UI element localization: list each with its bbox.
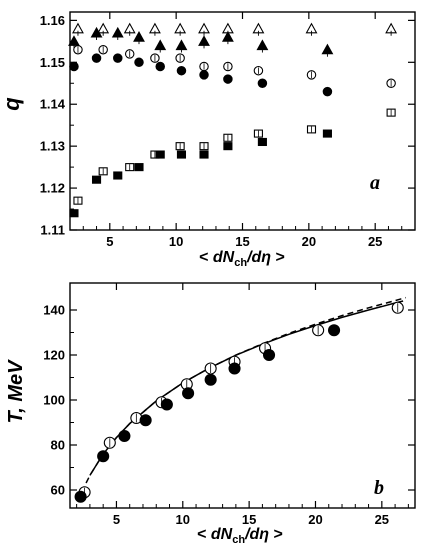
- panel-a-square-filled-point: [91, 175, 102, 184]
- panel-a-circle-filled-point: [91, 53, 102, 63]
- panel-b-letter: b: [374, 477, 384, 499]
- panel-a-square-filled-point: [69, 209, 79, 218]
- panel-a-y-tick-label: 1.11: [40, 223, 65, 238]
- panel-a-circle-filled-point: [176, 65, 187, 76]
- panel-b-x-tick-label: 5: [113, 512, 120, 527]
- panel-b: 60 80 100 120 140 5 10 15 20 25 T, MeV < dNch/dη…: [5, 282, 416, 546]
- panel-b-y-tick-label: 140: [43, 303, 65, 318]
- panel-a-x-tick-label: 15: [235, 234, 249, 249]
- panel-b-points: [74, 301, 404, 503]
- panel-b-circle-filled-point: [160, 398, 173, 411]
- panel-a-x-tick-label: 5: [106, 234, 113, 249]
- panel-b-y-tick-label: 60: [51, 483, 65, 498]
- panel-a-letter: a: [370, 172, 380, 194]
- panel-b-ylabel: T, MeV: [5, 359, 27, 424]
- panel-b-xlabel-post: >: [269, 526, 283, 543]
- panel-a: 1.11 1.12 1.13 1.14 1.15 1.16 5 10 15 20 25 q < d…: [0, 11, 416, 269]
- panel-a-xlabel-mid: /d: [246, 249, 262, 266]
- panel-b-x-tick-label: 25: [375, 512, 389, 527]
- panel-b-x-tick-label: 10: [176, 512, 190, 527]
- panel-b-circle-filled-point: [182, 387, 195, 400]
- panel-a-square-filled-point: [257, 137, 267, 147]
- panel-a-x-tick-label: 25: [368, 234, 382, 249]
- panel-b-y-tick-label: 120: [43, 348, 65, 363]
- panel-a-circle-filled-point: [257, 78, 268, 89]
- panel-b-xlabel-dn: dN: [211, 526, 233, 543]
- panel-a-square-filled-point: [199, 150, 209, 159]
- panel-a-y-tick-label: 1.13: [40, 139, 65, 154]
- panel-b-xlabel-sub: ch: [232, 534, 245, 546]
- panel-a-circle-filled-point: [134, 57, 144, 68]
- panel-b-xlabel-mid: /d: [244, 526, 260, 543]
- panel-b-circle-filled-point: [204, 373, 217, 386]
- panel-a-frame: [69, 11, 416, 231]
- panel-a-x-tick-label: 10: [169, 234, 183, 249]
- panel-a-y-tick-label: 1.16: [40, 13, 65, 28]
- panel-a-xlabel-dn: dN: [213, 249, 235, 266]
- panel-a-y-ticks: 1.11 1.12 1.13 1.14 1.15 1.16: [40, 13, 415, 238]
- panel-b-y-tick-label: 80: [51, 438, 65, 453]
- panel-a-y-tick-label: 1.14: [40, 97, 66, 112]
- panel-b-circle-filled-point: [228, 362, 241, 375]
- panel-b-x-tick-label: 15: [242, 512, 256, 527]
- panel-a-circle-filled-point: [223, 74, 233, 84]
- panel-b-frame: [69, 282, 416, 509]
- panel-b-xlabel: < dNch/dη >: [197, 526, 283, 546]
- panel-a-circle-filled-point: [69, 61, 79, 72]
- panel-a-xlabel-sub: ch: [234, 257, 247, 269]
- panel-a-circle-filled-point: [113, 53, 123, 63]
- panel-a-points: [68, 22, 398, 218]
- panel-b-curves: [77, 296, 406, 502]
- panel-a-square-filled-point: [155, 150, 165, 159]
- panel-b-y-tick-label: 100: [43, 393, 65, 408]
- panel-b-x-ticks: 5 10 15 20 25: [76, 283, 409, 527]
- panel-a-xlabel-eta: η: [261, 249, 271, 266]
- panel-a-y-tick-label: 1.12: [40, 181, 65, 196]
- panel-b-x-tick-label: 20: [308, 512, 322, 527]
- panel-a-square-filled-point: [322, 129, 332, 138]
- panel-a-circle-filled-point: [155, 61, 165, 72]
- panel-a-square-filled-point: [176, 150, 187, 159]
- panel-b-circle-filled-point: [97, 450, 110, 463]
- panel-b-xlabel-eta: η: [259, 526, 269, 543]
- panel-a-ylabel: q: [0, 97, 24, 111]
- panel-b-xlabel-pre: <: [197, 526, 211, 543]
- panel-a-y-tick-label: 1.15: [40, 55, 65, 70]
- panel-a-square-filled-point: [223, 142, 233, 151]
- panel-b-circle-filled-point: [118, 429, 131, 443]
- panel-a-xlabel-post: >: [271, 249, 285, 266]
- panel-a-xlabel-pre: <: [199, 249, 213, 266]
- panel-a-circle-filled-point: [322, 86, 333, 97]
- panel-a-x-ticks: 5 10 15 20 25: [69, 12, 416, 249]
- panel-a-xlabel: < dNch/dη >: [199, 249, 285, 269]
- panel-a-x-tick-label: 20: [302, 234, 316, 249]
- panel-b-circle-filled-point: [74, 490, 87, 503]
- panel-b-circle-filled-point: [262, 348, 276, 362]
- panel-b-circle-filled-point: [139, 414, 152, 427]
- panel-a-circle-filled-point: [199, 70, 209, 80]
- panel-b-y-ticks: 60 80 100 120 140: [43, 303, 415, 498]
- panel-a-square-filled-point: [134, 163, 144, 172]
- panel-b-solid-curve: [89, 300, 404, 476]
- panel-a-square-filled-point: [113, 171, 123, 180]
- panel-b-dashed-curve: [77, 296, 406, 502]
- panel-b-circle-filled-point: [328, 324, 341, 337]
